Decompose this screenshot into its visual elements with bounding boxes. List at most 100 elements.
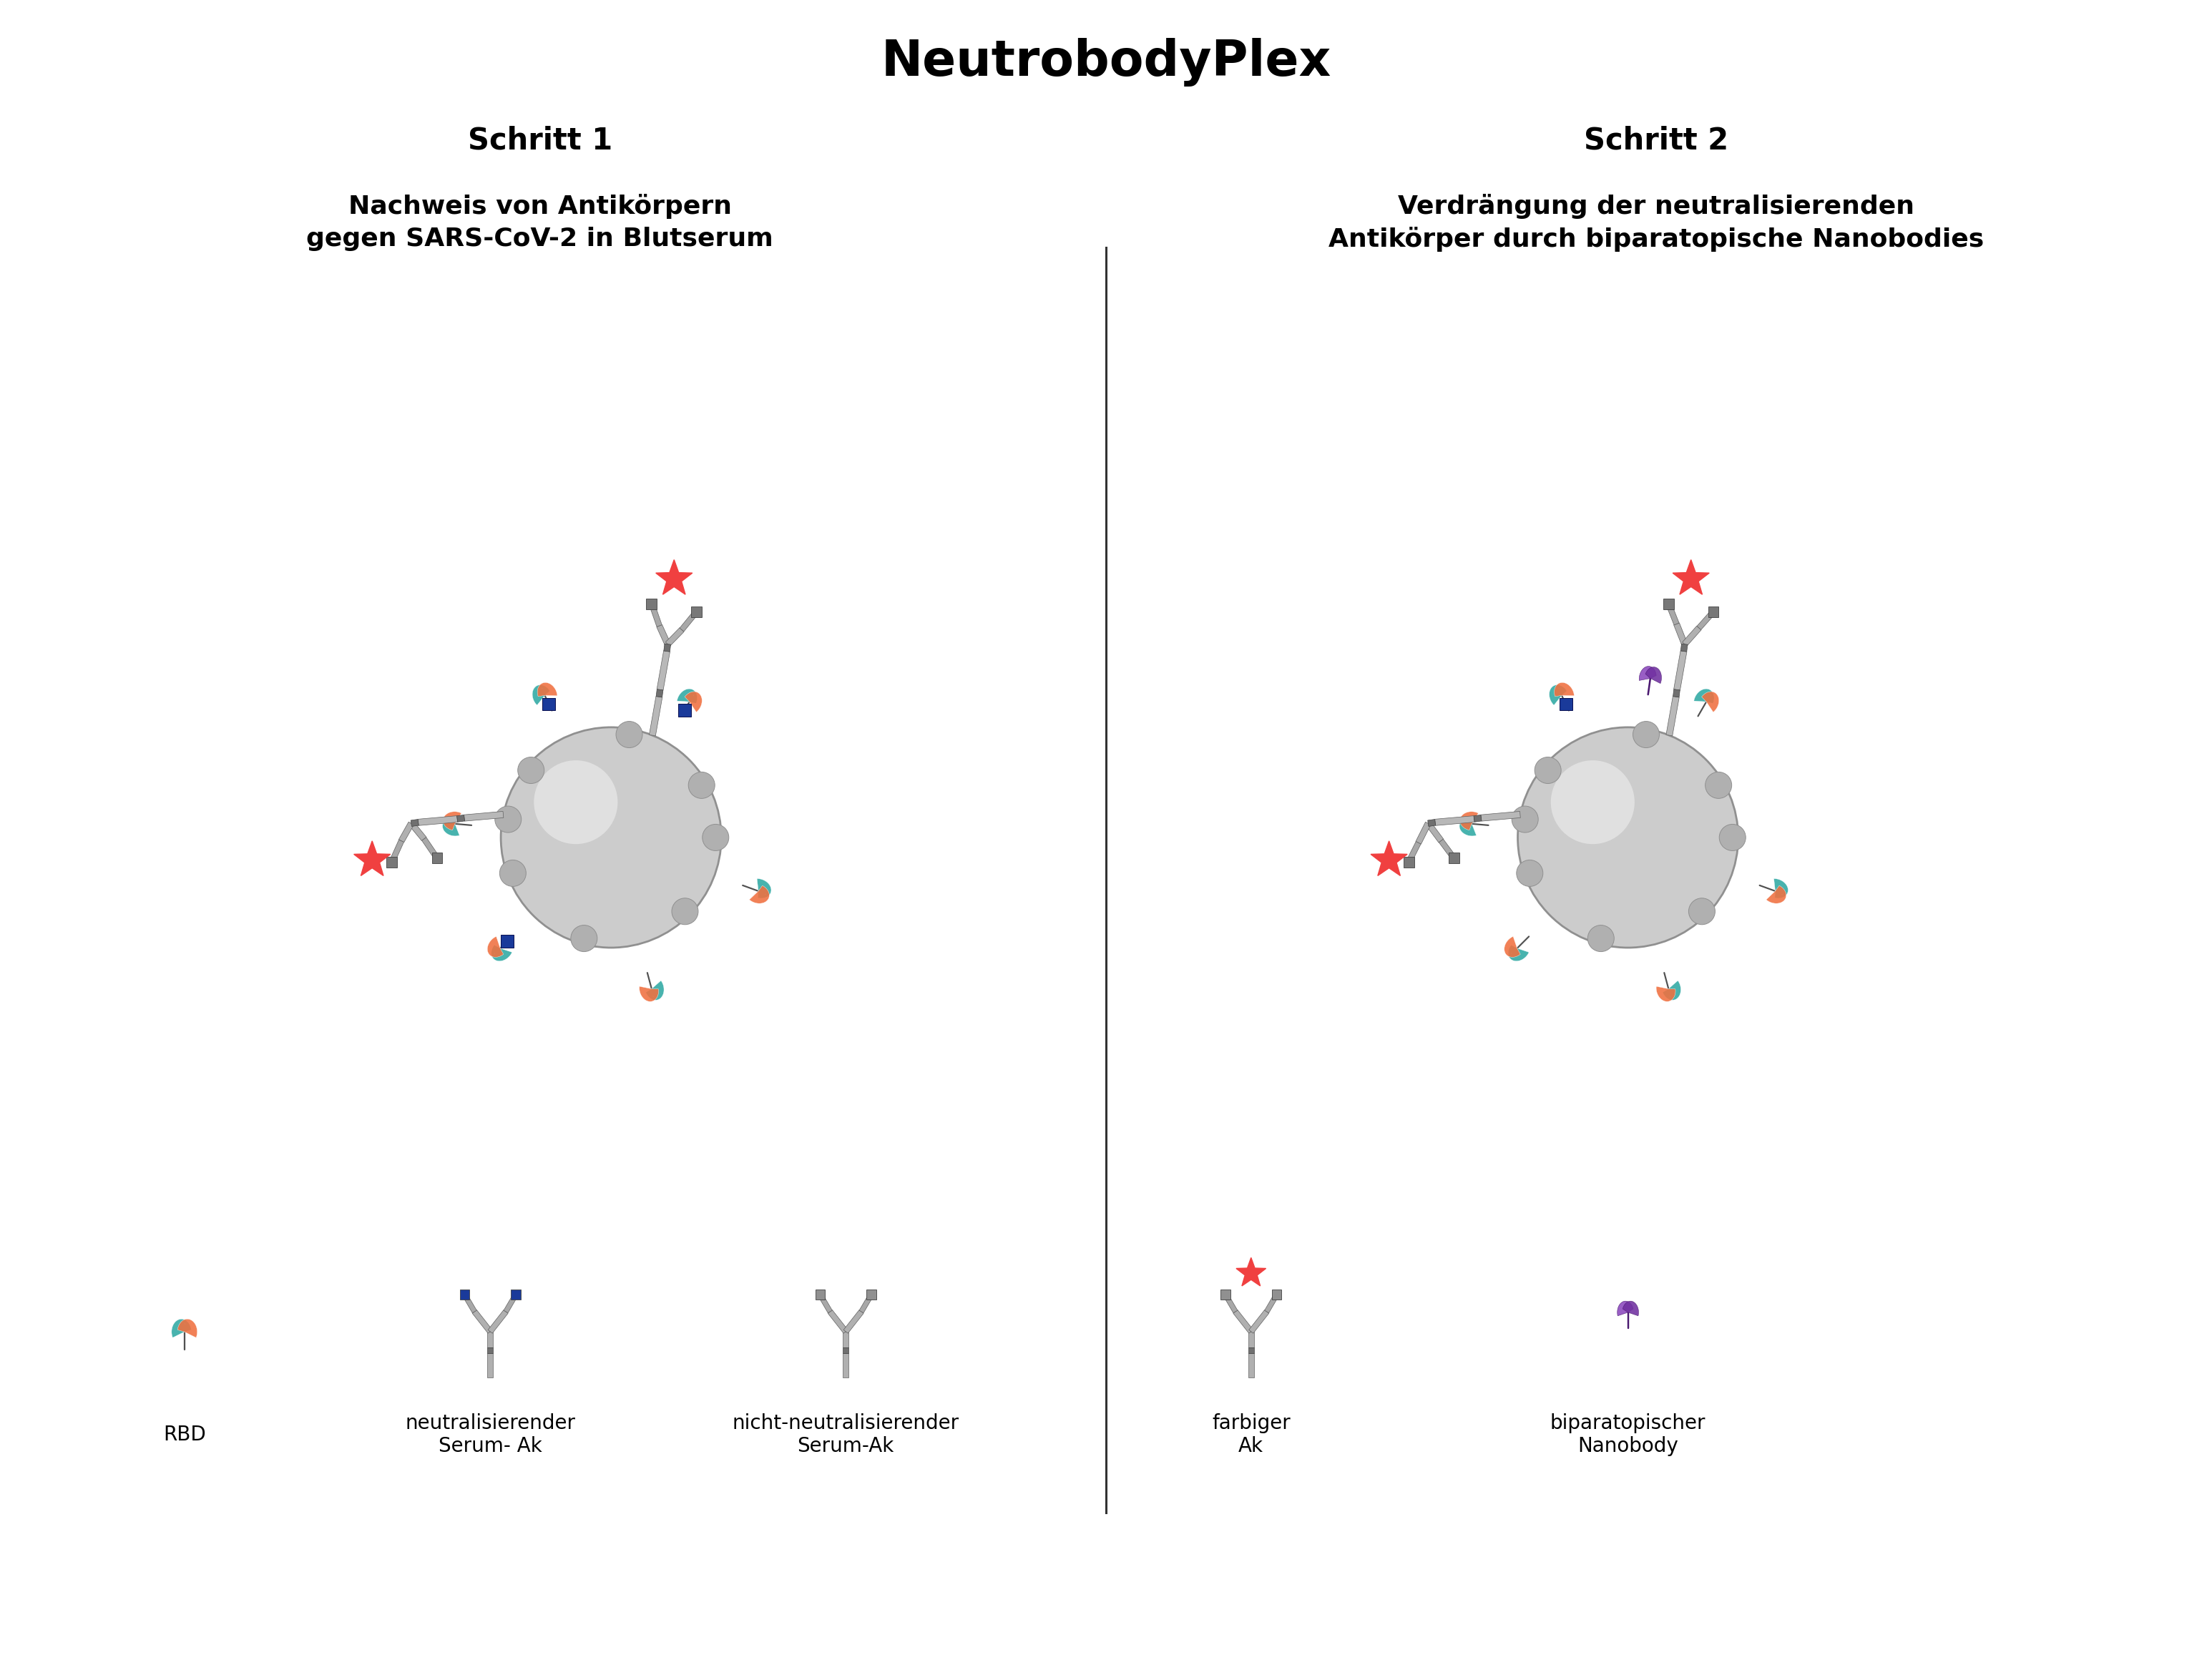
Circle shape xyxy=(1586,795,1670,880)
Polygon shape xyxy=(843,1331,849,1348)
Circle shape xyxy=(520,745,703,930)
Circle shape xyxy=(500,860,526,886)
Circle shape xyxy=(531,759,690,916)
Polygon shape xyxy=(487,1331,493,1348)
Polygon shape xyxy=(487,936,504,958)
Polygon shape xyxy=(458,815,465,822)
Polygon shape xyxy=(398,822,414,842)
Polygon shape xyxy=(648,603,661,627)
Polygon shape xyxy=(1449,853,1460,863)
Polygon shape xyxy=(1697,609,1717,629)
Text: Schritt 1: Schritt 1 xyxy=(467,126,613,156)
Circle shape xyxy=(1573,782,1683,893)
Polygon shape xyxy=(1504,936,1520,958)
Polygon shape xyxy=(1674,622,1688,646)
Polygon shape xyxy=(1617,1301,1632,1316)
Circle shape xyxy=(1615,825,1641,850)
Polygon shape xyxy=(657,689,664,697)
Polygon shape xyxy=(500,935,513,948)
Polygon shape xyxy=(1234,1310,1254,1333)
Circle shape xyxy=(571,925,597,951)
Circle shape xyxy=(1588,925,1615,951)
Circle shape xyxy=(551,777,672,898)
Polygon shape xyxy=(666,627,684,646)
Polygon shape xyxy=(1436,815,1475,825)
Circle shape xyxy=(1632,722,1659,747)
Polygon shape xyxy=(1646,667,1661,684)
Circle shape xyxy=(495,807,522,833)
Circle shape xyxy=(688,772,714,798)
Polygon shape xyxy=(843,1353,849,1378)
Polygon shape xyxy=(1250,1310,1270,1333)
Circle shape xyxy=(703,825,728,850)
Polygon shape xyxy=(1765,885,1785,903)
Polygon shape xyxy=(1666,696,1679,735)
Polygon shape xyxy=(664,644,670,652)
Polygon shape xyxy=(679,704,690,717)
Circle shape xyxy=(1566,777,1690,898)
Circle shape xyxy=(513,739,710,936)
Polygon shape xyxy=(750,885,770,903)
Polygon shape xyxy=(843,1348,849,1353)
Polygon shape xyxy=(1657,986,1674,1001)
Polygon shape xyxy=(442,812,462,830)
Polygon shape xyxy=(1663,981,1681,999)
Circle shape xyxy=(580,807,641,868)
Circle shape xyxy=(1517,727,1739,948)
Polygon shape xyxy=(173,1320,190,1338)
Polygon shape xyxy=(1473,815,1482,822)
Polygon shape xyxy=(387,857,398,868)
Circle shape xyxy=(1548,759,1708,916)
Polygon shape xyxy=(1672,559,1710,594)
Text: Verdrängung der neutralisierenden
Antikörper durch biparatopische Nanobodies: Verdrängung der neutralisierenden Antikö… xyxy=(1329,194,1984,252)
Circle shape xyxy=(1604,813,1652,862)
Polygon shape xyxy=(679,609,699,631)
Text: Nachweis von Antikörpern
gegen SARS-CoV-2 in Blutserum: Nachweis von Antikörpern gegen SARS-CoV-… xyxy=(307,194,774,251)
Polygon shape xyxy=(418,815,458,825)
Polygon shape xyxy=(646,599,657,609)
Circle shape xyxy=(1610,818,1646,857)
Polygon shape xyxy=(487,1348,493,1353)
Polygon shape xyxy=(843,1310,863,1333)
Text: Schritt 2: Schritt 2 xyxy=(1584,126,1730,156)
Polygon shape xyxy=(1480,812,1520,822)
Polygon shape xyxy=(411,820,418,827)
Polygon shape xyxy=(1774,878,1787,898)
Polygon shape xyxy=(465,812,504,822)
Polygon shape xyxy=(1639,666,1657,681)
Polygon shape xyxy=(1221,1290,1230,1300)
Circle shape xyxy=(1621,832,1635,843)
Polygon shape xyxy=(1272,1290,1281,1300)
Circle shape xyxy=(575,800,648,875)
Circle shape xyxy=(1551,760,1635,843)
Circle shape xyxy=(1719,825,1745,850)
Circle shape xyxy=(604,832,617,843)
Circle shape xyxy=(1524,734,1732,941)
Polygon shape xyxy=(409,822,427,842)
Polygon shape xyxy=(1427,822,1444,843)
Circle shape xyxy=(1562,770,1694,905)
Polygon shape xyxy=(1683,626,1701,646)
Polygon shape xyxy=(473,1310,493,1333)
Polygon shape xyxy=(677,689,697,704)
Circle shape xyxy=(593,818,630,857)
Polygon shape xyxy=(1674,651,1688,691)
Polygon shape xyxy=(1555,682,1575,697)
Polygon shape xyxy=(1694,689,1714,704)
Polygon shape xyxy=(818,1293,832,1313)
Polygon shape xyxy=(1666,603,1679,626)
Polygon shape xyxy=(1223,1293,1237,1313)
Polygon shape xyxy=(533,686,551,705)
Polygon shape xyxy=(657,624,670,646)
Circle shape xyxy=(518,757,544,784)
Polygon shape xyxy=(1371,842,1407,876)
Polygon shape xyxy=(491,945,511,961)
Circle shape xyxy=(500,727,721,948)
Text: neutralisierender
Serum- Ak: neutralisierender Serum- Ak xyxy=(405,1413,575,1456)
Polygon shape xyxy=(431,853,442,863)
Polygon shape xyxy=(1460,812,1478,830)
Polygon shape xyxy=(462,1293,476,1313)
Polygon shape xyxy=(1509,945,1528,961)
Circle shape xyxy=(586,813,635,862)
Circle shape xyxy=(615,722,641,747)
